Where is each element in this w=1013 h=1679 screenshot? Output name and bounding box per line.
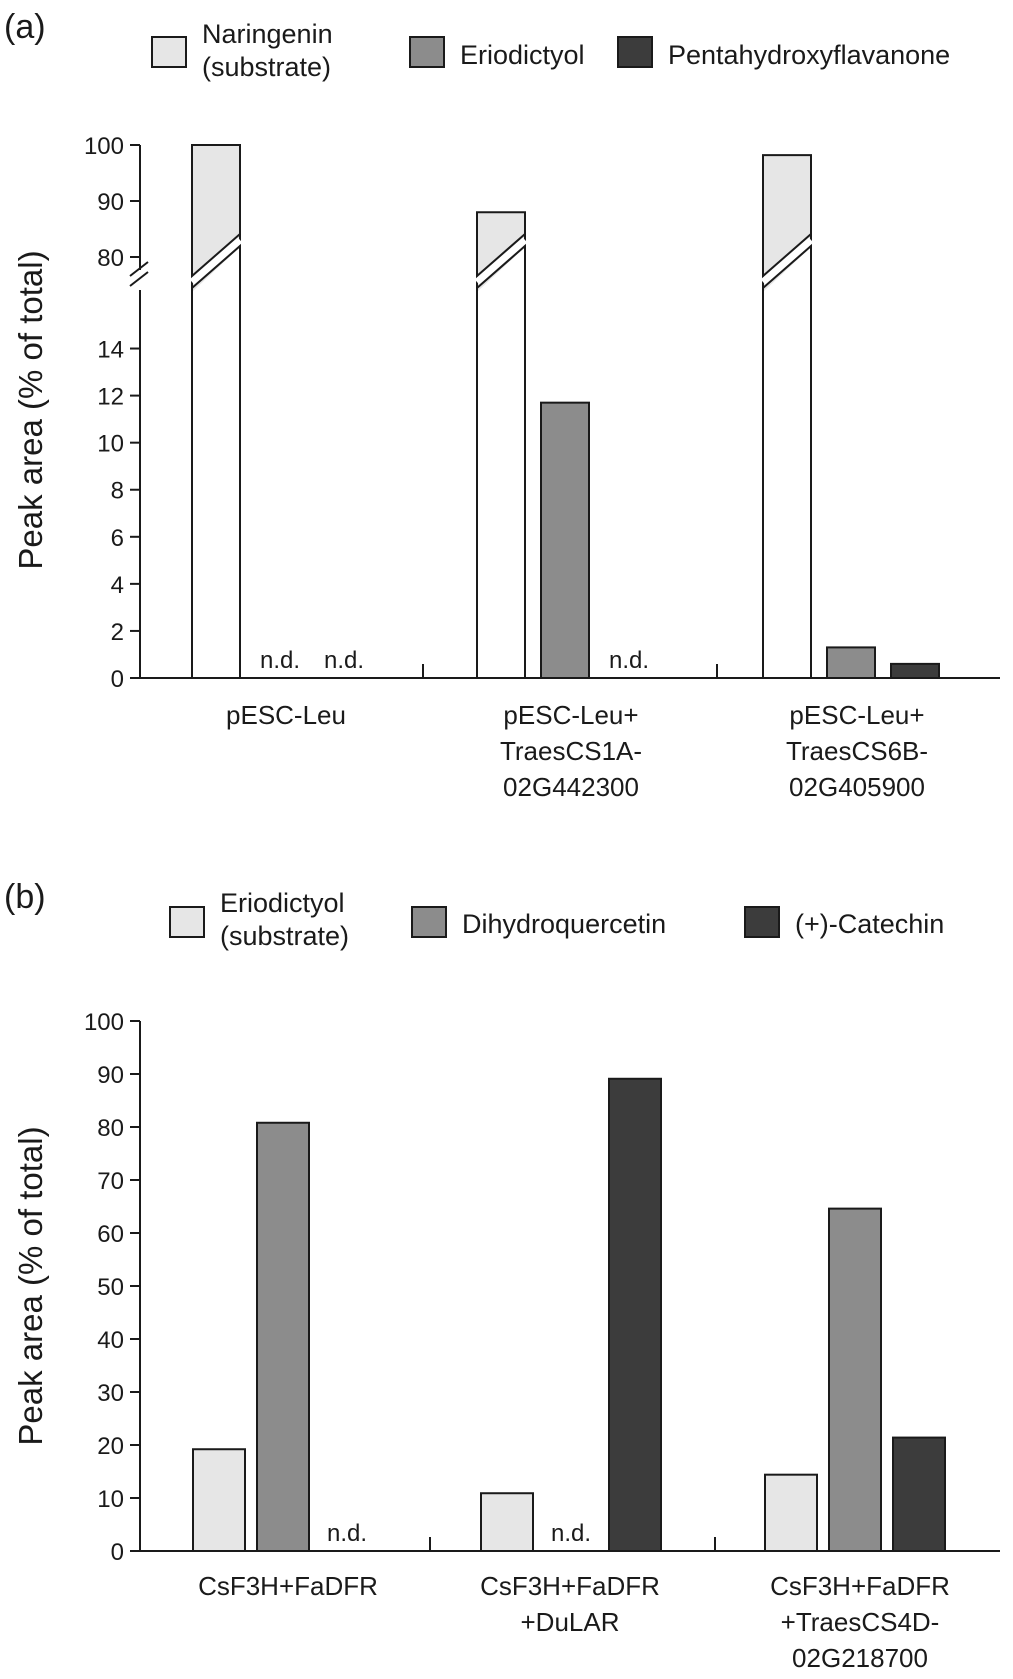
bar-a [192,145,240,678]
bar-a [763,155,811,678]
legend-a-swatch-2 [617,36,653,68]
legend-a-label-1: Eriodictyol [460,40,585,70]
y-tick-label-a: 12 [97,384,124,411]
y-tick-label-b: 10 [97,1486,124,1513]
legend-a-label-0: Naringenin (substrate) [202,19,333,82]
y-tick-label-b: 40 [97,1327,124,1354]
y-tick-label-b: 80 [97,1115,124,1142]
legend-b-label-0: Eriodictyol (substrate) [220,888,349,951]
y-tick-label-a: 14 [97,337,124,364]
legend-b-label-2: (+)-Catechin [795,909,944,939]
panel-b-label: (b) [4,878,46,916]
y-tick-label-b: 90 [97,1062,124,1089]
bar-b [828,1207,882,1552]
y-tick-label-a: 2 [111,619,124,646]
panel-a-chart: (a) Naringenin (substrate) Eriodictyol Penta… [4,8,1000,802]
x-category-label-b: CsF3H+FaDFR [198,1571,378,1601]
bar-b [256,1121,310,1552]
bar-b [480,1492,534,1552]
y-tick-label-a: 100 [84,133,124,160]
x-category-label-a: pESC-Leu+ TraesCS6B-02G405900 [786,700,928,802]
x-category-label-a: pESC-Leu+ TraesCS1A-02G442300 [500,700,642,802]
bar-b [192,1448,246,1552]
y-axis-title-a: Peak area (% of total) [12,250,49,569]
bar-a [826,646,876,680]
legend-b-swatch-1 [411,906,447,938]
nd-label-b: n.d. [551,1520,591,1547]
y-tick-label-a: 90 [97,189,124,216]
bar-a-outline [762,154,812,678]
panel-a-label: (a) [4,8,46,46]
bar-a [890,662,940,680]
bar-a-break-line [762,245,812,289]
axis-break-a-1 [129,261,149,277]
bar-b [764,1473,818,1553]
y-tick-label-a: 80 [97,245,124,272]
nd-label-a: n.d. [324,647,364,674]
legend-a-label-2: Pentahydroxyflavanone [668,40,950,70]
legend-b-swatch-0 [169,906,205,938]
bar-a-break-line [191,245,241,289]
y-tick-label-b: 70 [97,1168,124,1195]
bar-a [477,212,525,678]
y-tick-label-b: 60 [97,1221,124,1248]
y-tick-label-b: 100 [84,1009,124,1036]
y-tick-label-a: 10 [97,431,124,458]
bar-a-break-line [762,233,812,277]
y-tick-label-a: 0 [111,666,124,693]
bar-a-outline [191,144,241,678]
y-tick-label-b: 0 [111,1539,124,1566]
bar-a-break-gap [474,237,528,285]
bar-a-break-gap [189,237,243,285]
bar-a [540,401,590,679]
y-tick-label-b: 20 [97,1433,124,1460]
y-axis-title-b: Peak area (% of total) [12,1126,49,1445]
bar-a-break-gap [760,237,814,285]
y-tick-label-a: 8 [111,478,124,505]
bar-b [892,1436,946,1552]
bar-a-break-line [476,245,526,289]
y-tick-label-a: 6 [111,525,124,552]
bar-a-break-line [191,233,241,277]
panel-b-chart: (b) Eriodictyol (substrate) Dihydroquerceti… [4,878,1000,1673]
bar-a-break-line [476,233,526,277]
bar-b [608,1077,662,1553]
axis-break-a-2 [129,271,149,287]
legend-b-swatch-2 [744,906,780,938]
nd-label-a: n.d. [260,647,300,674]
y-tick-label-b: 30 [97,1380,124,1407]
y-tick-label-b: 50 [97,1274,124,1301]
y-tick-label-a: 4 [111,572,124,599]
legend-a-swatch-0 [151,36,187,68]
legend-b-label-1: Dihydroquercetin [462,909,666,939]
nd-label-b: n.d. [327,1520,367,1547]
bar-a-outline [476,211,526,678]
nd-label-a: n.d. [609,647,649,674]
legend-a-swatch-1 [409,36,445,68]
x-category-label-a: pESC-Leu [226,700,346,730]
x-category-label-b: CsF3H+FaDFR +TraesCS4D-02G218700 [770,1571,950,1673]
x-category-label-b: CsF3H+FaDFR +DuLAR [480,1571,660,1637]
